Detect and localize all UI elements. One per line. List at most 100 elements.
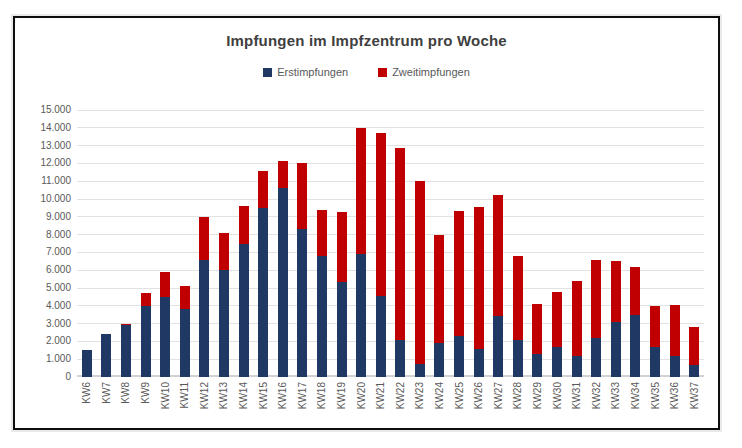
x-axis-tick-label-text: KW37 — [689, 382, 700, 409]
erstimpfungen-segment — [297, 229, 307, 377]
zweitimpfungen-segment — [513, 256, 523, 340]
x-axis-tick-label: KW32 — [586, 382, 606, 409]
x-axis-tick-label: KW21 — [371, 382, 391, 409]
legend: Erstimpfungen Zweitimpfungen — [15, 66, 718, 78]
x-axis-tick-label-text: KW32 — [591, 382, 602, 409]
zweitimpfungen-segment — [317, 210, 327, 256]
x-axis-tick-label-text: KW11 — [179, 382, 190, 409]
zweitimpfungen-segment — [650, 306, 660, 347]
x-axis-tick-label-text: KW30 — [552, 382, 563, 409]
x-axis-tick-label-text: KW13 — [218, 382, 229, 409]
x-axis-tick-label: KW16 — [273, 382, 293, 409]
zweitimpfungen-segment — [199, 217, 209, 260]
legend-swatch-erstimpfungen-icon — [263, 68, 272, 77]
x-axis-tick-label: KW19 — [332, 382, 352, 409]
bar-stack — [513, 256, 523, 377]
x-axis-tick-label-text: KW36 — [669, 382, 680, 409]
y-axis-tick-label: 6.000 — [21, 264, 71, 276]
bar-stack — [356, 128, 366, 377]
x-axis-tick-label-text: KW24 — [434, 382, 445, 409]
bar-stack — [239, 206, 249, 377]
bar-group: KW24 — [430, 110, 450, 377]
x-axis-tick-label-text: KW9 — [140, 382, 151, 404]
x-axis-tick-label-text: KW26 — [473, 382, 484, 409]
x-axis-tick-label: KW17 — [293, 382, 313, 409]
y-axis-tick-label: 13.000 — [21, 140, 71, 152]
zweitimpfungen-segment — [239, 206, 249, 243]
legend-item-zweitimpfungen: Zweitimpfungen — [378, 66, 470, 78]
bar-stack — [219, 233, 229, 377]
bar-stack — [493, 195, 503, 377]
x-axis-tick-label-text: KW31 — [571, 382, 582, 409]
x-axis-tick-label-text: KW20 — [356, 382, 367, 409]
erstimpfungen-segment — [493, 316, 503, 377]
x-axis-tick-label: KW30 — [547, 382, 567, 409]
legend-label-zweitimpfungen: Zweitimpfungen — [392, 66, 470, 78]
erstimpfungen-segment — [317, 256, 327, 377]
erstimpfungen-segment — [611, 322, 621, 377]
x-axis-tick-label-text: KW6 — [81, 382, 92, 404]
x-axis-tick-label-text: KW19 — [336, 382, 347, 409]
bar-group: KW32 — [586, 110, 606, 377]
zweitimpfungen-segment — [219, 233, 229, 270]
x-axis-tick-label-text: KW35 — [650, 382, 661, 409]
bar-stack — [121, 324, 131, 377]
x-axis-tick-label: KW33 — [606, 382, 626, 409]
y-axis-tick-label: 1.000 — [21, 353, 71, 365]
bar-stack — [317, 210, 327, 377]
bar-stack — [258, 171, 268, 377]
bar-group: KW14 — [234, 110, 254, 377]
x-axis-tick-label-text: KW18 — [316, 382, 327, 409]
erstimpfungen-segment — [376, 296, 386, 377]
zweitimpfungen-segment — [356, 128, 366, 254]
x-axis-tick-label: KW23 — [410, 382, 430, 409]
bar-group: KW29 — [528, 110, 548, 377]
bar-stack — [630, 267, 640, 377]
erstimpfungen-segment — [239, 244, 249, 378]
x-axis-tick-label: KW7 — [97, 382, 117, 404]
bar-stack — [670, 305, 680, 377]
bar-group: KW6 — [77, 110, 97, 377]
y-axis-tick-label: 15.000 — [21, 104, 71, 116]
y-axis-tick-label: 9.000 — [21, 211, 71, 223]
bar-stack — [160, 272, 170, 377]
x-axis-tick-label: KW34 — [626, 382, 646, 409]
bar-stack — [199, 217, 209, 377]
erstimpfungen-segment — [356, 254, 366, 377]
x-axis-tick-label-text: KW23 — [414, 382, 425, 409]
zweitimpfungen-segment — [670, 305, 680, 356]
x-axis-tick-label-text: KW29 — [532, 382, 543, 409]
x-axis-tick-label: KW36 — [665, 382, 685, 409]
zweitimpfungen-segment — [395, 148, 405, 339]
x-axis-tick-label: KW14 — [234, 382, 254, 409]
erstimpfungen-segment — [630, 315, 640, 377]
erstimpfungen-segment — [160, 297, 170, 377]
bar-group: KW16 — [273, 110, 293, 377]
bar-group: KW19 — [332, 110, 352, 377]
erstimpfungen-segment — [82, 350, 92, 377]
bar-group: KW22 — [391, 110, 411, 377]
x-axis-tick-label: KW25 — [449, 382, 469, 409]
erstimpfungen-segment — [395, 340, 405, 377]
y-axis-tick-label: 5.000 — [21, 282, 71, 294]
zweitimpfungen-segment — [532, 304, 542, 354]
erstimpfungen-segment — [513, 340, 523, 377]
zweitimpfungen-segment — [297, 163, 307, 229]
erstimpfungen-segment — [415, 364, 425, 377]
x-axis-tick-label-text: KW17 — [297, 382, 308, 409]
bar-stack — [474, 207, 484, 377]
erstimpfungen-segment — [141, 306, 151, 377]
x-axis-tick-label: KW28 — [508, 382, 528, 409]
y-axis-tick-label: 0 — [21, 371, 71, 383]
zweitimpfungen-segment — [611, 261, 621, 322]
chart-title: Impfungen im Impfzentrum pro Woche — [15, 32, 718, 49]
x-axis-tick-label-text: KW27 — [493, 382, 504, 409]
legend-item-erstimpfungen: Erstimpfungen — [263, 66, 348, 78]
x-axis-tick-label: KW37 — [684, 382, 704, 409]
bar-group: KW9 — [136, 110, 156, 377]
zweitimpfungen-segment — [572, 281, 582, 356]
erstimpfungen-segment — [180, 309, 190, 377]
y-axis-tick-label: 11.000 — [21, 175, 71, 187]
y-axis-tick-label: 14.000 — [21, 122, 71, 134]
x-axis-tick-label: KW15 — [253, 382, 273, 409]
